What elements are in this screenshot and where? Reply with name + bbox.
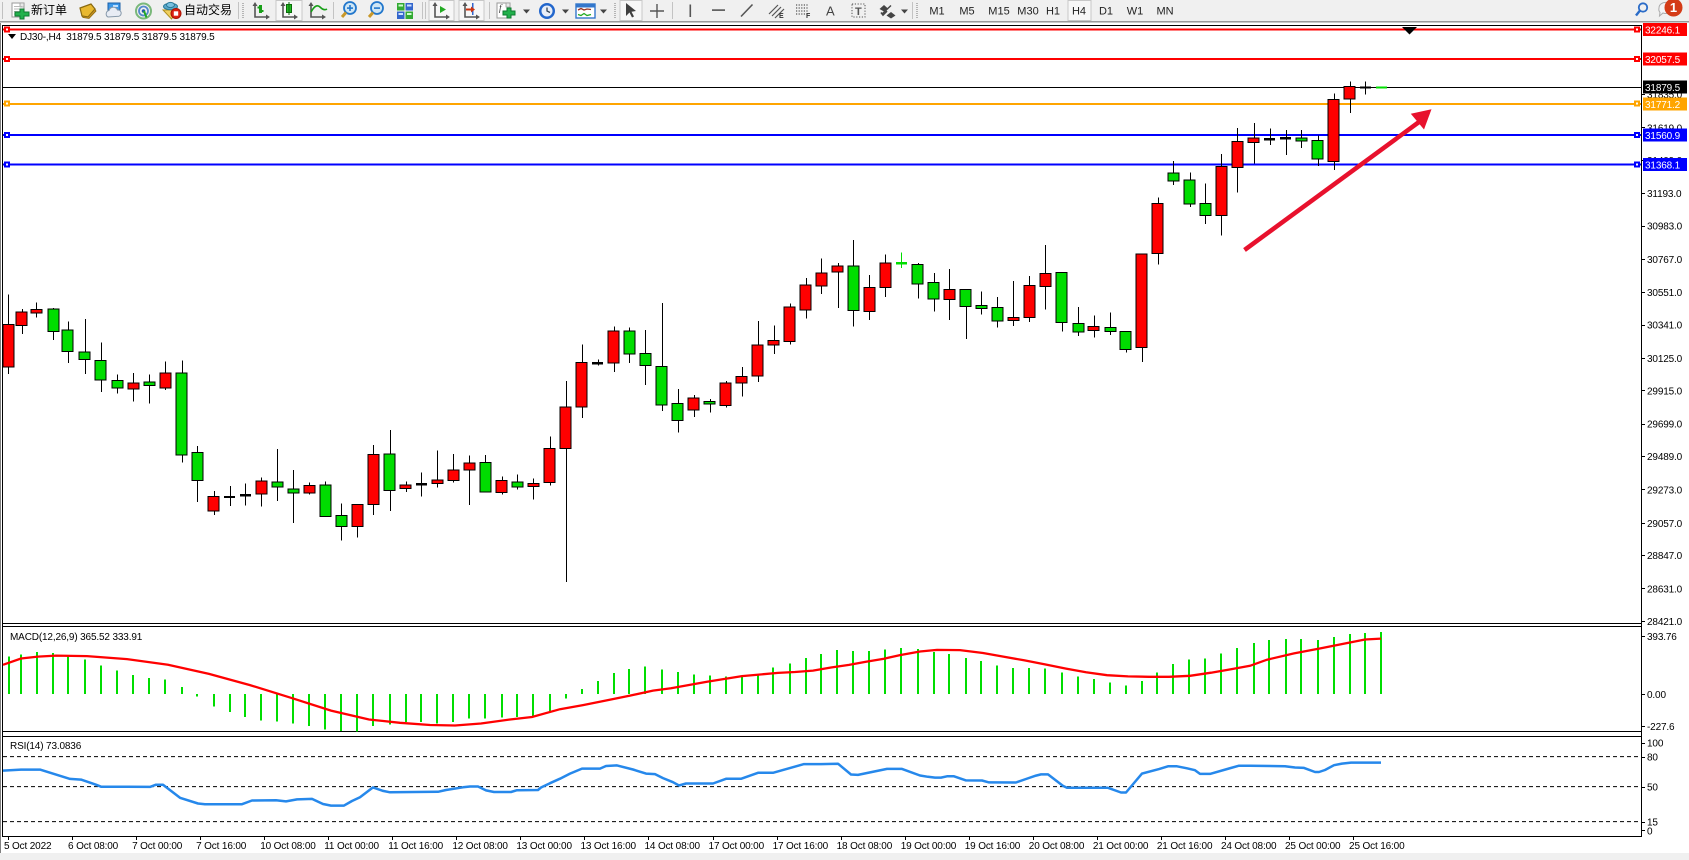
svg-text:31879.5: 31879.5 xyxy=(1645,83,1681,94)
svg-text:29057.0: 29057.0 xyxy=(1647,519,1683,530)
svg-text:28421.0: 28421.0 xyxy=(1647,617,1683,628)
svg-text:32246.1: 32246.1 xyxy=(1645,26,1681,37)
svg-text:1: 1 xyxy=(1670,0,1677,15)
svg-text:19 Oct 00:00: 19 Oct 00:00 xyxy=(901,841,957,852)
svg-text:E: E xyxy=(779,13,784,20)
svg-text:W1: W1 xyxy=(1127,6,1144,18)
svg-text:19 Oct 16:00: 19 Oct 16:00 xyxy=(965,841,1021,852)
svg-text:30551.0: 30551.0 xyxy=(1647,288,1683,299)
svg-text:6 Oct 08:00: 6 Oct 08:00 xyxy=(68,841,119,852)
svg-text:17 Oct 00:00: 17 Oct 00:00 xyxy=(709,841,765,852)
svg-text:-227.6: -227.6 xyxy=(1647,722,1675,733)
svg-text:29273.0: 29273.0 xyxy=(1647,485,1683,496)
svg-text:28631.0: 28631.0 xyxy=(1647,585,1683,596)
svg-text:7 Oct 16:00: 7 Oct 16:00 xyxy=(196,841,247,852)
svg-text:0: 0 xyxy=(1647,827,1653,838)
svg-text:80: 80 xyxy=(1647,753,1658,764)
svg-text:H1: H1 xyxy=(1046,6,1060,18)
svg-text:RSI(14) 73.0836: RSI(14) 73.0836 xyxy=(10,741,82,752)
svg-text:31835.0: 31835.0 xyxy=(1647,90,1683,101)
svg-text:30983.0: 30983.0 xyxy=(1647,222,1683,233)
svg-text:32057.5: 32057.5 xyxy=(1645,55,1681,66)
svg-text:29489.0: 29489.0 xyxy=(1647,452,1683,463)
svg-text:50: 50 xyxy=(1647,783,1658,794)
svg-text:新订单: 新订单 xyxy=(31,2,67,17)
svg-text:0.00: 0.00 xyxy=(1647,690,1666,701)
svg-text:25 Oct 16:00: 25 Oct 16:00 xyxy=(1349,841,1405,852)
svg-text:D1: D1 xyxy=(1099,6,1113,18)
svg-text:MN: MN xyxy=(1156,6,1173,18)
svg-text:MACD(12,26,9) 365.52 333.91: MACD(12,26,9) 365.52 333.91 xyxy=(10,632,143,643)
svg-text:T: T xyxy=(855,6,862,18)
svg-text:30125.0: 30125.0 xyxy=(1647,354,1683,365)
svg-text:100: 100 xyxy=(1647,739,1664,750)
svg-text:M1: M1 xyxy=(929,6,944,18)
svg-text:25 Oct 00:00: 25 Oct 00:00 xyxy=(1285,841,1341,852)
svg-text:21 Oct 00:00: 21 Oct 00:00 xyxy=(1093,841,1149,852)
svg-text:31560.9: 31560.9 xyxy=(1645,131,1681,142)
svg-text:29915.0: 29915.0 xyxy=(1647,386,1683,397)
svg-text:18 Oct 08:00: 18 Oct 08:00 xyxy=(837,841,893,852)
svg-text:31771.2: 31771.2 xyxy=(1645,100,1681,111)
svg-text:28847.0: 28847.0 xyxy=(1647,551,1683,562)
svg-text:11 Oct 00:00: 11 Oct 00:00 xyxy=(324,841,379,852)
svg-text:11 Oct 16:00: 11 Oct 16:00 xyxy=(388,841,443,852)
svg-text:F: F xyxy=(806,13,811,20)
svg-text:5 Oct 2022: 5 Oct 2022 xyxy=(4,841,52,852)
svg-text:17 Oct 16:00: 17 Oct 16:00 xyxy=(773,841,829,852)
svg-text:f: f xyxy=(499,3,503,13)
svg-text:12 Oct 08:00: 12 Oct 08:00 xyxy=(452,841,508,852)
svg-text:M15: M15 xyxy=(988,6,1009,18)
svg-text:M5: M5 xyxy=(959,6,974,18)
svg-text:DJ30-,H4 31879.5 31879.5 3187: DJ30-,H4 31879.5 31879.5 31879.5 31879.5 xyxy=(20,32,215,43)
svg-text:31193.0: 31193.0 xyxy=(1647,189,1682,200)
svg-text:30341.0: 30341.0 xyxy=(1647,321,1683,332)
svg-text:31368.1: 31368.1 xyxy=(1645,161,1681,172)
svg-text:15: 15 xyxy=(1647,818,1658,829)
svg-text:M30: M30 xyxy=(1017,6,1038,18)
svg-text:24 Oct 08:00: 24 Oct 08:00 xyxy=(1221,841,1277,852)
svg-text:自动交易: 自动交易 xyxy=(184,2,232,17)
svg-text:20 Oct 08:00: 20 Oct 08:00 xyxy=(1029,841,1085,852)
svg-text:10 Oct 08:00: 10 Oct 08:00 xyxy=(260,841,316,852)
svg-text:29699.0: 29699.0 xyxy=(1647,420,1683,431)
svg-text:7 Oct 00:00: 7 Oct 00:00 xyxy=(132,841,183,852)
svg-text:13 Oct 16:00: 13 Oct 16:00 xyxy=(580,841,636,852)
svg-text:H4: H4 xyxy=(1072,6,1086,18)
svg-text:30767.0: 30767.0 xyxy=(1647,255,1683,266)
svg-text:14 Oct 08:00: 14 Oct 08:00 xyxy=(645,841,701,852)
svg-text:13 Oct 00:00: 13 Oct 00:00 xyxy=(516,841,572,852)
svg-text:21 Oct 16:00: 21 Oct 16:00 xyxy=(1157,841,1213,852)
svg-text:393.76: 393.76 xyxy=(1647,632,1677,643)
svg-text:A: A xyxy=(826,4,835,19)
